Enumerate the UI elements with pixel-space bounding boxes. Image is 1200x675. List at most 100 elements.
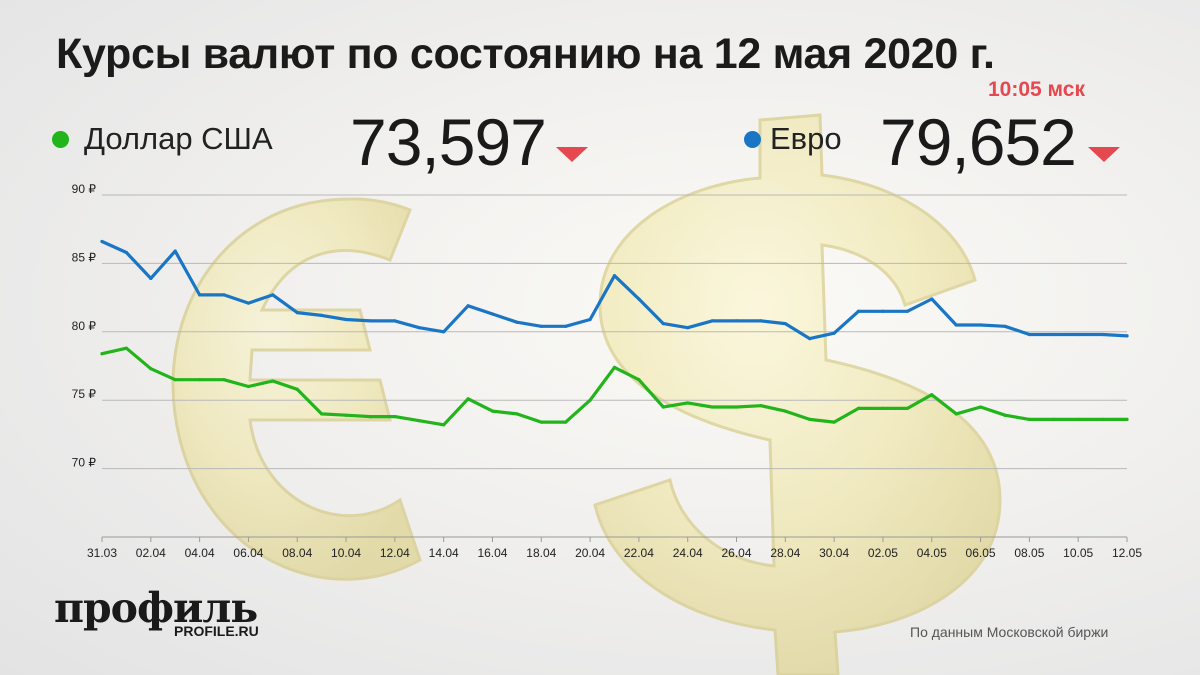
x-tick-label: 02.05 xyxy=(868,546,898,560)
eur-data-point xyxy=(783,321,787,326)
eur-data-point xyxy=(1100,332,1105,337)
y-tick-label: 85 ₽ xyxy=(72,250,97,264)
usd-data-point xyxy=(173,378,177,382)
timestamp: 10:05 мск xyxy=(988,78,1085,101)
x-axis-ticks: 31.03 02.04 04.04 06.04 08.04 10.04 12.04 14.04… xyxy=(87,537,1142,560)
y-tick-label: 70 ₽ xyxy=(72,456,97,470)
x-tick-label: 04.04 xyxy=(185,546,215,560)
usd-legend-label: Доллар США xyxy=(84,121,273,156)
eur-data-point xyxy=(320,313,324,317)
eur-data-point xyxy=(1003,324,1007,328)
x-tick-label: 06.04 xyxy=(233,546,263,560)
x-tick-label: 26.04 xyxy=(722,546,752,560)
eur-data-point xyxy=(832,331,836,335)
eur-data-point xyxy=(905,309,909,313)
x-tick-label: 02.04 xyxy=(136,546,166,560)
y-tick-label: 80 ₽ xyxy=(72,319,97,333)
usd-data-point xyxy=(100,352,104,356)
eur-series-line xyxy=(100,239,1129,341)
eur-data-point xyxy=(100,239,104,244)
usd-data-point xyxy=(564,420,568,424)
usd-data-point xyxy=(149,367,153,371)
usd-data-point xyxy=(832,420,836,424)
page-title: Курсы валют по состоянию на 12 мая 2020 … xyxy=(56,30,995,78)
eur-data-point xyxy=(271,293,275,297)
eur-data-point xyxy=(1052,332,1056,337)
brand-url: PROFILE.RU xyxy=(174,623,259,639)
eur-legend-dot xyxy=(744,131,761,148)
eur-data-point xyxy=(124,250,129,255)
usd-data-point xyxy=(686,401,690,405)
usd-data-point xyxy=(637,378,641,382)
usd-data-point xyxy=(1003,413,1007,417)
eur-data-point xyxy=(637,297,641,301)
x-tick-label: 04.05 xyxy=(917,546,947,560)
usd-data-point xyxy=(1052,417,1056,421)
x-tick-label: 10.05 xyxy=(1063,546,1093,560)
eur-data-point xyxy=(1076,332,1080,337)
data-source-note: По данным Московской биржи xyxy=(910,624,1109,640)
eur-data-point xyxy=(368,319,373,323)
eur-data-point xyxy=(564,324,568,328)
usd-data-point xyxy=(124,346,129,350)
eur-data-point xyxy=(686,326,690,330)
usd-data-point xyxy=(368,415,373,419)
eur-data-point xyxy=(1125,334,1129,338)
eur-data-point xyxy=(295,311,299,315)
usd-data-point xyxy=(393,415,397,419)
eur-data-point xyxy=(759,319,763,323)
eur-data-point xyxy=(808,337,812,341)
usd-data-point xyxy=(905,406,909,411)
x-tick-label: 12.05 xyxy=(1112,546,1142,560)
eur-data-point xyxy=(881,309,885,313)
x-tick-label: 31.03 xyxy=(87,546,117,560)
eur-rate-value: 79,652 xyxy=(880,105,1077,179)
x-tick-label: 06.05 xyxy=(966,546,996,560)
usd-data-point xyxy=(710,405,714,409)
x-tick-label: 14.04 xyxy=(429,546,459,560)
usd-data-point xyxy=(295,387,299,391)
usd-data-point xyxy=(759,404,763,408)
eur-data-point xyxy=(417,326,421,330)
usd-rate-value: 73,597 xyxy=(350,105,547,179)
usd-data-point xyxy=(1076,417,1080,421)
x-tick-label: 28.04 xyxy=(770,546,800,560)
usd-data-point xyxy=(417,419,421,423)
eur-data-point xyxy=(344,317,348,322)
x-tick-label: 12.04 xyxy=(380,546,410,560)
eur-data-point xyxy=(442,330,446,334)
y-tick-label: 90 ₽ xyxy=(72,182,97,196)
usd-series-line xyxy=(100,346,1129,427)
usd-data-point xyxy=(222,378,226,382)
eur-trend-down-icon xyxy=(1088,147,1120,162)
usd-trend-down-icon xyxy=(556,147,588,162)
usd-data-point xyxy=(783,409,787,413)
eur-data-point xyxy=(1027,332,1031,337)
eur-data-point xyxy=(710,319,714,323)
eur-data-point xyxy=(539,324,543,328)
eur-legend-label: Евро xyxy=(770,121,842,156)
eur-data-point xyxy=(661,321,665,326)
usd-data-point xyxy=(490,409,495,413)
usd-data-point xyxy=(271,379,275,383)
x-tick-label: 08.05 xyxy=(1014,546,1044,560)
chart-grid xyxy=(102,194,1127,538)
dollar-symbol-decoration xyxy=(593,113,1002,675)
eur-data-point xyxy=(246,301,251,305)
usd-data-point xyxy=(539,420,543,424)
usd-data-point xyxy=(466,397,470,401)
eur-data-point xyxy=(222,293,226,297)
x-tick-label: 24.04 xyxy=(673,546,703,560)
chart-series xyxy=(100,239,1129,427)
x-tick-label: 20.04 xyxy=(575,546,605,560)
y-tick-label: 75 ₽ xyxy=(72,387,97,401)
usd-legend-dot xyxy=(52,131,69,148)
usd-data-point xyxy=(198,378,202,382)
eur-data-point xyxy=(149,276,153,281)
x-tick-label: 30.04 xyxy=(819,546,849,560)
eur-data-point xyxy=(734,319,739,323)
usd-data-point xyxy=(1125,417,1129,421)
eur-data-point xyxy=(930,297,934,301)
x-tick-label: 08.04 xyxy=(282,546,312,560)
